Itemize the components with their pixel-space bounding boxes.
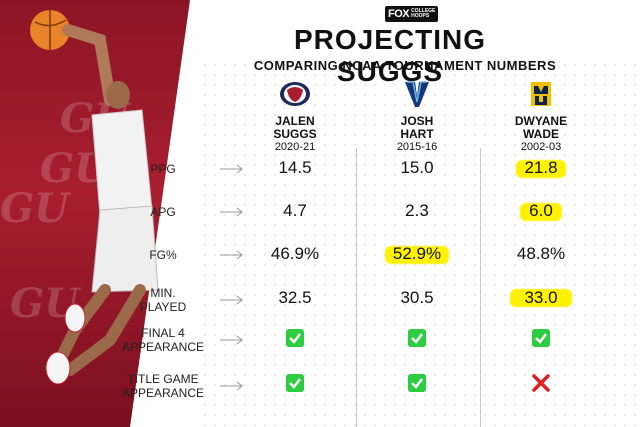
player-shoe [45,351,71,385]
check-icon [532,329,550,347]
highlight-marker [516,160,566,178]
cell-hart-apg: 2.3 [405,201,429,220]
column-header-wade: DWYANE WADE 2002-03 [486,80,596,154]
arrow-right-icon [220,250,243,260]
row-label-ppg: PPG [150,162,176,176]
arrow-right-icon [220,381,243,391]
row-label-apg: APG [150,205,176,219]
cell-wade-ppg: 21.8 [524,158,558,177]
row-label-minutes: MIN. PLAYED [139,286,187,314]
cell-suggs-fg: 46.9% [270,244,320,263]
check-icon [286,374,304,392]
cell-suggs-ppg: 14.5 [278,158,312,177]
fox-college-hoops-logo: FOX COLLEGE HOOPS [385,6,439,22]
highlight-marker [510,289,572,307]
arrow-right-icon [220,295,243,305]
column-divider [480,148,481,427]
marquette-mu-logo [531,82,551,106]
gonzaga-bulldog-logo [280,82,310,106]
check-icon [286,329,304,347]
check-icon [408,329,426,347]
villanova-v-logo [405,81,429,107]
player-shorts [91,205,159,293]
arrow-right-icon [220,207,243,217]
row-label-fg: FG% [149,248,177,262]
dot-pattern-background [200,60,640,427]
gu-watermark: GU [0,185,70,232]
page-subtitle: COMPARING NCAA TOURNAMENT NUMBERS [253,58,557,73]
arrow-right-icon [220,164,243,174]
x-icon [532,374,550,392]
column-header-suggs: JALEN SUGGS 2020-21 [240,80,350,154]
player-dunk-illustration [30,10,159,385]
column-divider [356,148,357,427]
check-icon [408,374,426,392]
page-title: PROJECTING SUGGS [293,24,487,87]
cell-hart-fg: 52.9% [392,244,442,263]
cell-hart-ppg: 15.0 [400,158,434,177]
cell-wade-apg: 6.0 [529,201,553,220]
row-label-final4: FINAL 4 APPEARANCE [121,326,205,354]
player-shoe [64,303,86,333]
cell-suggs-minutes: 32.5 [278,288,312,307]
cell-wade-minutes: 33.0 [524,288,558,307]
arrow-right-icon [220,335,243,345]
cell-hart-minutes: 30.5 [400,288,434,307]
cell-suggs-apg: 4.7 [283,201,307,220]
row-label-title-game: TITLE GAME APPEARANCE [121,372,205,400]
player-head [106,81,130,109]
cell-wade-fg: 48.8% [516,244,566,263]
column-header-hart: JOSH HART 2015-16 [362,80,472,154]
highlight-marker [385,246,449,264]
highlight-marker [520,203,562,221]
